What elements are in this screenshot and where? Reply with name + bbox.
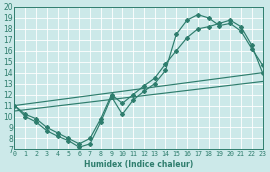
- X-axis label: Humidex (Indice chaleur): Humidex (Indice chaleur): [84, 159, 193, 169]
